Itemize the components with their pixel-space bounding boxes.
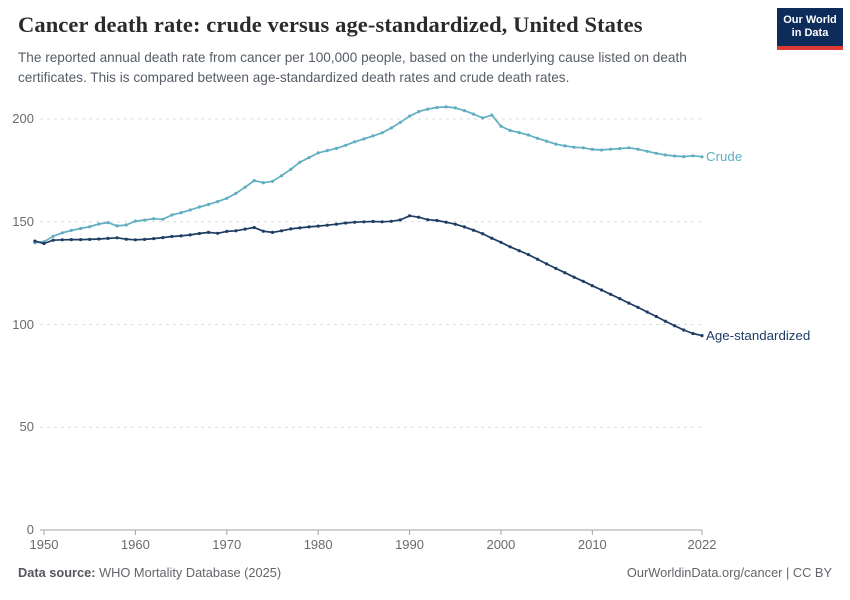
x-tick-label-1970: 1970 <box>212 537 242 552</box>
series-label-crude: Crude <box>706 148 743 164</box>
x-tick-label-1990: 1990 <box>395 537 424 552</box>
owid-logo-line2: in Data <box>791 27 829 39</box>
owid-logo-line1: Our World <box>783 14 837 26</box>
owid-logo[interactable]: Our World in Data <box>777 8 843 50</box>
y-tick-label-150: 150 <box>12 213 34 229</box>
x-tick-label-1980: 1980 <box>303 537 333 552</box>
series-label-age-standardized: Age-standardized <box>706 327 811 343</box>
series-points-age-standardized[interactable] <box>33 214 704 338</box>
page-title: Cancer death rate: crude versus age-stan… <box>18 12 643 37</box>
x-tick-label-1960: 1960 <box>120 537 150 552</box>
x-tick-label-2022: 2022 <box>687 537 717 552</box>
series-points-crude[interactable] <box>33 105 704 245</box>
y-tick-label-100: 100 <box>12 316 34 332</box>
y-tick-label-50: 50 <box>19 419 34 435</box>
data-source-note: Data source: WHO Mortality Database (202… <box>18 565 281 580</box>
x-tick-label-2010: 2010 <box>577 537 607 552</box>
y-tick-label-200: 200 <box>12 111 34 126</box>
y-tick-label-0: 0 <box>26 522 34 537</box>
series-line-age-standardized[interactable] <box>34 214 703 337</box>
chart-subtitle: The reported annual death rate from canc… <box>18 50 687 86</box>
data-source-value: WHO Mortality Database (2025) <box>95 565 282 580</box>
chart-footer: Data source: WHO Mortality Database (202… <box>18 565 832 580</box>
credit-link[interactable]: OurWorldinData.org/cancer | CC BY <box>626 565 832 580</box>
x-tick-label-2000: 2000 <box>486 537 516 552</box>
data-source-label: Data source: <box>18 565 96 580</box>
x-tick-label-1950: 1950 <box>29 537 59 552</box>
